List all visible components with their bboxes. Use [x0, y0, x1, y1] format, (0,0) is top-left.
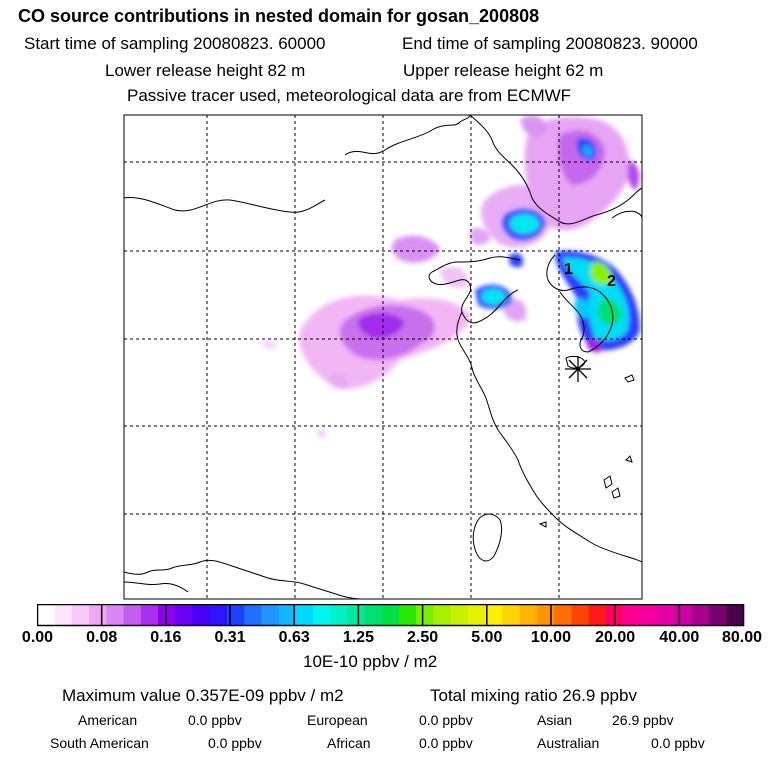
- colorbar-cell: [485, 604, 504, 626]
- colorbar-cell: [416, 604, 435, 626]
- colorbar-cell: [674, 604, 693, 626]
- region-african-value: 0.0 ppbv: [419, 735, 473, 751]
- end-time-label: End time of sampling 20080823. 90000: [402, 34, 698, 53]
- colorbar-cell: [261, 604, 280, 626]
- colorbar-cell: [640, 604, 658, 626]
- region-american-value: 0.0 ppbv: [188, 712, 242, 728]
- north-hotspot: [502, 139, 596, 268]
- colorbar-tick-label: 40.00: [659, 629, 700, 646]
- colorbar-cell: [295, 604, 314, 626]
- receptor-asterisk-marker: [565, 356, 591, 382]
- upper-release-label: Upper release height 62 m: [403, 61, 604, 80]
- colorbar-cell: [536, 604, 555, 626]
- colorbar-cell: [175, 604, 194, 626]
- colorbar-unit: 10E-10 ppbv / m2: [303, 652, 438, 671]
- tracer-note: Passive tracer used, meteorological data…: [127, 86, 572, 105]
- colorbar-cell: [433, 604, 452, 626]
- map-panel: 1 2: [123, 114, 643, 600]
- region-australian-value: 0.0 ppbv: [651, 735, 705, 751]
- colorbar-cell: [313, 604, 331, 626]
- colorbar-tick-label: 0.00: [21, 629, 54, 646]
- colorbar-cell: [450, 604, 469, 626]
- region-european-value: 0.0 ppbv: [419, 712, 473, 728]
- coastlines: [124, 115, 642, 599]
- plot-title: CO source contributions in nested domain…: [18, 6, 540, 26]
- colorbar-cell: [726, 604, 745, 626]
- colorbar-tick-label: 0.31: [214, 629, 246, 646]
- region-asian-value: 26.9 ppbv: [612, 712, 674, 728]
- colorbar-cell: [399, 604, 417, 626]
- colorbar-cell: [226, 604, 245, 626]
- colorbar-cell: [140, 604, 159, 626]
- colorbar-cell: [347, 604, 366, 626]
- source-mark-1: 1: [564, 261, 573, 278]
- colorbar-cell: [71, 604, 90, 626]
- region-australian-label: Australian: [537, 735, 600, 751]
- colorbar-cell: [467, 604, 486, 626]
- region-african-label: African: [327, 735, 371, 751]
- colorbar-cell: [519, 604, 538, 626]
- colorbar-cell: [209, 604, 228, 626]
- colorbar-cell: [330, 604, 349, 626]
- colorbar-cell: [364, 604, 383, 626]
- region-asian-label: Asian: [537, 712, 573, 728]
- colorbar-cell: [691, 604, 710, 626]
- region-south-american-value: 0.0 ppbv: [208, 735, 262, 751]
- colorbar-cell: [54, 604, 73, 626]
- lat-lon-grid: [124, 115, 642, 599]
- colorbar-cell: [89, 604, 107, 626]
- colorbar-cell: [158, 604, 176, 626]
- colorbar-cell: [192, 604, 211, 626]
- colorbar-tick-label: 10.00: [530, 629, 571, 646]
- colorbar-cell: [37, 604, 56, 626]
- colorbar-tick-label: 1.25: [342, 629, 374, 646]
- colorbar-cell: [554, 604, 572, 626]
- colorbar-tick-label: 5.00: [471, 629, 503, 646]
- colorbar-tick-label: 2.50: [407, 629, 439, 646]
- colorbar-cell: [571, 604, 590, 626]
- colorbar-tick-label: 80.00: [721, 629, 763, 646]
- colorbar-cell: [278, 604, 297, 626]
- colorbar-cell: [502, 604, 521, 626]
- colorbar-cell: [244, 604, 262, 626]
- colorbar-tick-label: 0.16: [150, 629, 182, 646]
- total-mixing-label: Total mixing ratio 26.9 ppbv: [430, 686, 637, 705]
- colorbar-cell: [709, 604, 727, 626]
- colorbar: [37, 604, 745, 627]
- region-south-american-label: South American: [50, 735, 149, 751]
- colorbar-cell: [106, 604, 125, 626]
- region-american-label: American: [78, 712, 138, 728]
- colorbar-cell: [657, 604, 676, 626]
- region-european-label: European: [307, 712, 368, 728]
- source-mark-2: 2: [607, 273, 616, 290]
- colorbar-cell: [381, 604, 400, 626]
- start-time-label: Start time of sampling 20080823. 60000: [24, 34, 326, 53]
- colorbar-cell: [588, 604, 607, 626]
- colorbar-cell: [622, 604, 641, 626]
- lower-release-label: Lower release height 82 m: [105, 61, 306, 80]
- max-value-label: Maximum value 0.357E-09 ppbv / m2: [62, 686, 344, 705]
- shandong-hotspot: [475, 284, 512, 310]
- colorbar-tick-label: 20.00: [595, 629, 636, 646]
- map-frame: [123, 114, 643, 600]
- colorbar-tick-label: 0.08: [86, 629, 118, 646]
- colorbar-cell: [123, 604, 142, 626]
- colorbar-tick-label: 0.63: [278, 629, 310, 646]
